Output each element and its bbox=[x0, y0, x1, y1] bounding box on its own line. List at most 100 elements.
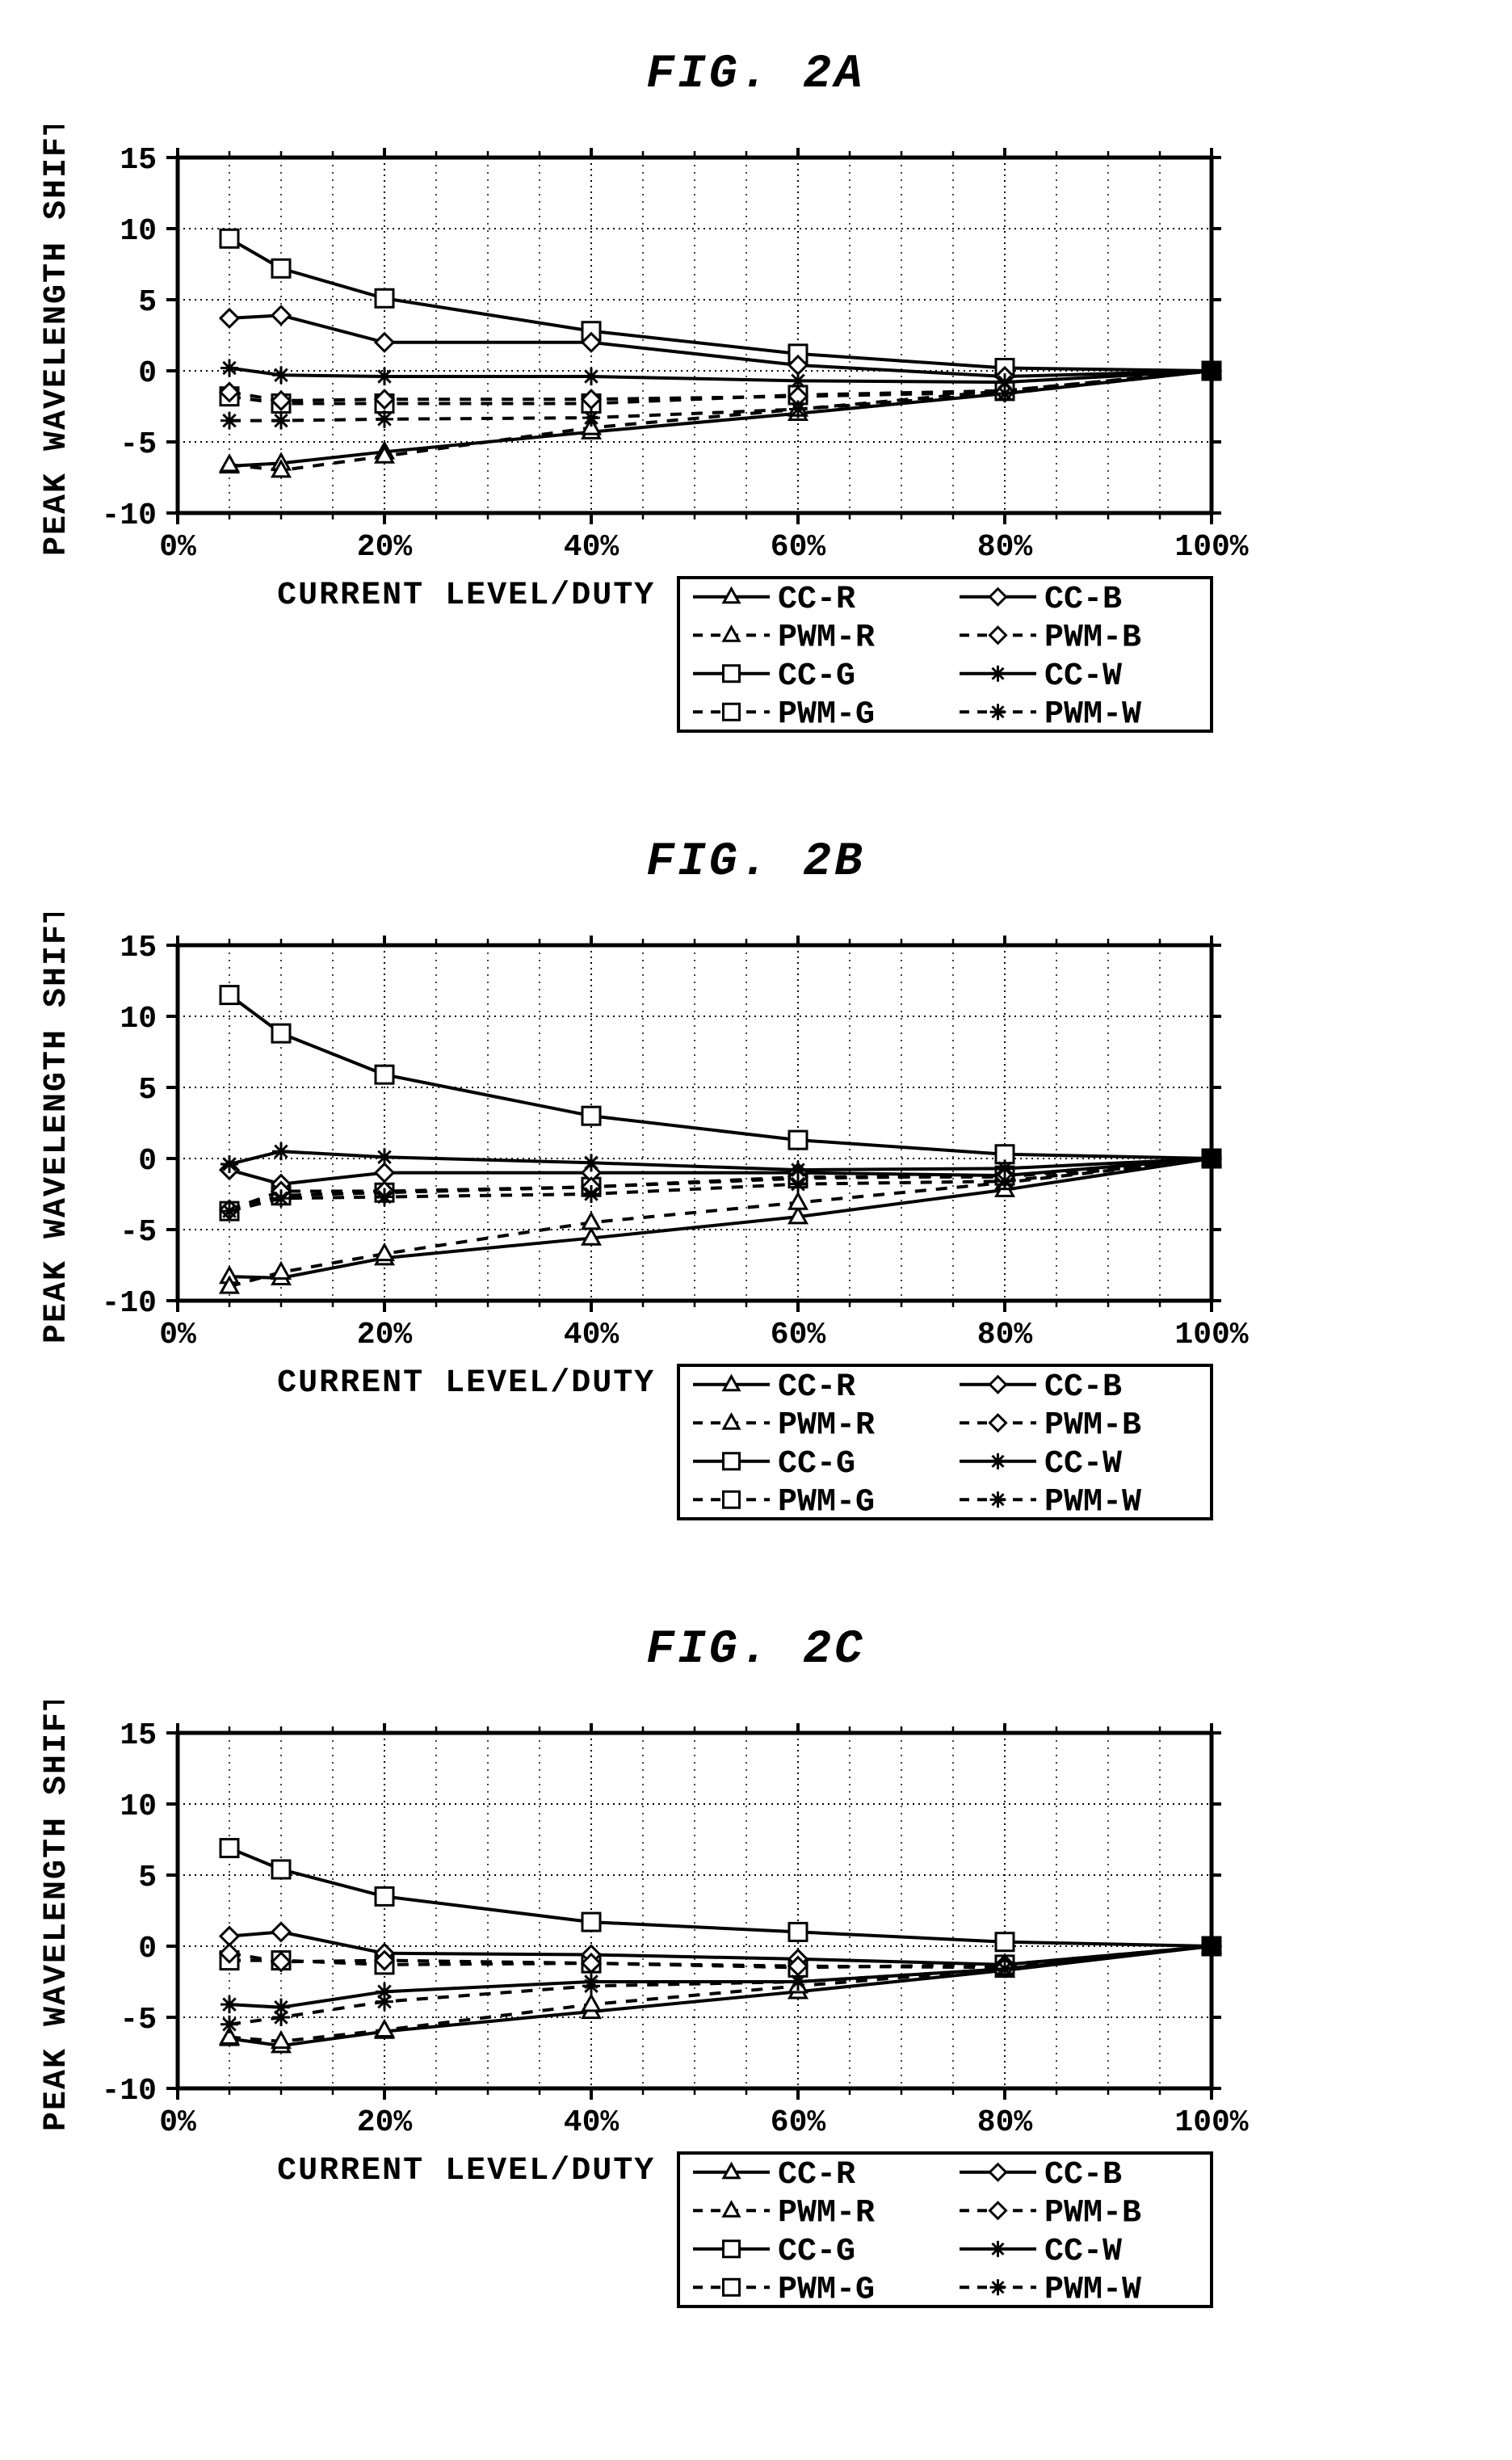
svg-text:5: 5 bbox=[138, 1861, 157, 1895]
figure-title: FIG. 2C bbox=[0, 1624, 1512, 1676]
marker-pwm_w bbox=[272, 1189, 290, 1207]
svg-text:0: 0 bbox=[138, 1932, 157, 1966]
svg-text:80%: 80% bbox=[977, 1318, 1033, 1352]
y-axis-label: PEAK WAVELENGTH SHIFT bbox=[39, 1701, 75, 2131]
marker-pwm_r bbox=[583, 1995, 600, 2011]
legend-label-cc_r: CC-R bbox=[778, 2157, 855, 2193]
legend-label-cc_b: CC-B bbox=[1044, 2157, 1122, 2193]
marker-pwm_w bbox=[582, 1977, 600, 1995]
marker-pwm_w bbox=[220, 412, 238, 430]
legend-label-pwm_g: PWM-G bbox=[778, 1484, 875, 1520]
svg-text:100%: 100% bbox=[1174, 2105, 1248, 2140]
svg-text:60%: 60% bbox=[771, 530, 826, 565]
svg-text:100%: 100% bbox=[1174, 1318, 1248, 1352]
marker-cc_g bbox=[376, 1066, 393, 1083]
svg-text:100%: 100% bbox=[1174, 530, 1248, 565]
legend-label-pwm_r: PWM-R bbox=[778, 1407, 875, 1444]
legend-label-cc_r: CC-R bbox=[778, 1369, 855, 1406]
legend-label-pwm_b: PWM-B bbox=[1044, 1407, 1141, 1444]
marker-cc_b bbox=[376, 1164, 393, 1182]
legend-label-cc_b: CC-B bbox=[1044, 1369, 1122, 1406]
chart: 0%20%40%60%80%100%-10-5051015CURRENT LEV… bbox=[0, 125, 1292, 755]
svg-text:10: 10 bbox=[120, 214, 157, 249]
endpoint-marker bbox=[1203, 1937, 1220, 1955]
marker-cc_g bbox=[220, 229, 238, 247]
legend-label-pwm_w: PWM-W bbox=[1044, 1484, 1141, 1520]
svg-text:-10: -10 bbox=[102, 498, 157, 533]
marker-cc_g bbox=[582, 1107, 600, 1125]
legend-label-cc_g: CC-G bbox=[778, 2234, 855, 2270]
legend-label-pwm_r: PWM-R bbox=[778, 2195, 875, 2231]
marker-cc_w bbox=[272, 366, 290, 384]
figure-title: FIG. 2A bbox=[0, 48, 1512, 101]
marker-pwm_w bbox=[996, 1172, 1014, 1190]
svg-text:80%: 80% bbox=[977, 530, 1033, 565]
marker-cc_w bbox=[582, 368, 600, 385]
legend-label-pwm_b: PWM-B bbox=[1044, 2195, 1141, 2231]
marker-pwm_w bbox=[272, 2008, 290, 2026]
marker-pwm_r bbox=[583, 1213, 600, 1229]
marker-cc_g bbox=[376, 1887, 393, 1905]
endpoint-marker bbox=[1203, 1150, 1220, 1167]
marker-cc_g bbox=[220, 1840, 238, 1857]
svg-text:80%: 80% bbox=[977, 2105, 1033, 2140]
legend-label-pwm_w: PWM-W bbox=[1044, 696, 1141, 733]
svg-text:-10: -10 bbox=[102, 1286, 157, 1321]
svg-text:40%: 40% bbox=[564, 1318, 620, 1352]
marker-cc_g bbox=[789, 1131, 807, 1149]
marker-pwm_w bbox=[789, 1973, 807, 1991]
legend-label-pwm_r: PWM-R bbox=[778, 620, 875, 656]
grid bbox=[178, 1733, 1212, 2088]
svg-text:5: 5 bbox=[138, 285, 157, 320]
svg-text:20%: 20% bbox=[357, 2105, 413, 2140]
legend: CC-RCC-BPWM-RPWM-BCC-GCC-WPWM-GPWM-W bbox=[678, 578, 1212, 733]
marker-pwm_w bbox=[220, 2016, 238, 2033]
marker-cc_g bbox=[789, 1923, 807, 1941]
legend: CC-RCC-BPWM-RPWM-BCC-GCC-WPWM-GPWM-W bbox=[678, 2153, 1212, 2308]
grid bbox=[178, 945, 1212, 1301]
marker-cc_w bbox=[220, 1995, 238, 2013]
svg-text:40%: 40% bbox=[564, 2105, 620, 2140]
marker-cc_b bbox=[272, 1923, 290, 1941]
marker-pwm_w bbox=[582, 1185, 600, 1203]
marker-cc_b bbox=[220, 309, 238, 327]
marker-cc_b bbox=[272, 306, 290, 324]
plot-border bbox=[178, 158, 1212, 513]
svg-text:20%: 20% bbox=[357, 530, 413, 565]
marker-pwm_w bbox=[220, 1202, 238, 1220]
svg-text:5: 5 bbox=[138, 1073, 157, 1108]
marker-cc_w bbox=[582, 1154, 600, 1171]
marker-cc_g bbox=[272, 1861, 290, 1878]
svg-text:60%: 60% bbox=[771, 1318, 826, 1352]
svg-text:15: 15 bbox=[120, 931, 157, 965]
svg-text:15: 15 bbox=[120, 143, 157, 178]
plot-border bbox=[178, 1733, 1212, 2088]
y-axis-label: PEAK WAVELENGTH SHIFT bbox=[39, 125, 75, 556]
series-group bbox=[220, 986, 1220, 1293]
legend-label-cc_g: CC-G bbox=[778, 1446, 855, 1482]
marker-pwm_w bbox=[272, 412, 290, 430]
legend-label-pwm_g: PWM-G bbox=[778, 696, 875, 733]
marker-pwm_r bbox=[790, 1194, 807, 1209]
figure-title: FIG. 2B bbox=[0, 836, 1512, 889]
legend-label-cc_b: CC-B bbox=[1044, 582, 1122, 618]
legend-label-cc_g: CC-G bbox=[778, 658, 855, 695]
svg-text:40%: 40% bbox=[564, 530, 620, 565]
marker-cc_w bbox=[220, 359, 238, 376]
svg-text:-10: -10 bbox=[102, 2074, 157, 2109]
marker-cc_g bbox=[376, 289, 393, 307]
marker-pwm_w bbox=[376, 1993, 393, 2011]
series-group bbox=[220, 229, 1220, 477]
marker-cc_g bbox=[272, 259, 290, 277]
marker-pwm_r bbox=[376, 1245, 393, 1260]
legend-label-cc_w: CC-W bbox=[1044, 658, 1122, 695]
svg-text:-5: -5 bbox=[120, 1215, 157, 1250]
svg-text:0: 0 bbox=[138, 1144, 157, 1179]
legend-label-cc_r: CC-R bbox=[778, 582, 855, 618]
svg-text:0%: 0% bbox=[159, 530, 196, 565]
legend-label-pwm_w: PWM-W bbox=[1044, 2272, 1141, 2308]
marker-cc_g bbox=[272, 1024, 290, 1042]
plot-border bbox=[178, 945, 1212, 1301]
svg-text:-5: -5 bbox=[120, 2003, 157, 2037]
svg-text:10: 10 bbox=[120, 1789, 157, 1824]
